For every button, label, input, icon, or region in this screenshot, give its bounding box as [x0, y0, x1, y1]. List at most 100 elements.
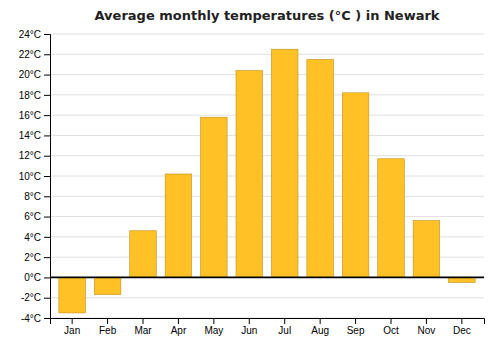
bar — [59, 277, 86, 313]
tick-label: Aug — [311, 325, 329, 336]
tick-mark — [44, 54, 50, 55]
tick: Aug — [311, 318, 329, 336]
tick-label: 18°C — [19, 90, 41, 101]
tick: -4°C — [21, 313, 50, 324]
bar — [378, 159, 405, 278]
tick-label: 4°C — [24, 232, 41, 243]
tick-mark — [44, 176, 50, 177]
tick: 20°C — [19, 69, 50, 80]
x-axis: Jan Feb Mar Apr May Jun Jul Aug Sep Oct Nov Dec — [51, 318, 485, 336]
tick: 18°C — [19, 90, 50, 101]
tick-mark — [72, 318, 73, 324]
bar — [130, 231, 157, 278]
tick: Dec — [453, 318, 471, 336]
grid-line — [50, 176, 484, 177]
tick-mark — [44, 298, 50, 299]
grid-line — [50, 94, 484, 95]
grid-line — [50, 297, 484, 298]
tick-mark — [391, 318, 392, 324]
tick-label: Oct — [383, 325, 399, 336]
grid-line — [50, 115, 484, 116]
tick-mark — [284, 318, 285, 324]
tick-mark — [44, 34, 50, 35]
tick-label: Nov — [418, 325, 436, 336]
axis-line — [51, 319, 485, 325]
bar — [165, 174, 192, 277]
grid-line — [50, 277, 484, 278]
tick: 14°C — [19, 130, 50, 141]
tick: Jul — [278, 318, 291, 336]
tick-label: Sep — [347, 325, 365, 336]
tick: 22°C — [19, 49, 50, 60]
tick-label: Jun — [241, 325, 257, 336]
tick-mark — [355, 318, 356, 324]
tick-mark — [44, 196, 50, 197]
tick-label: Dec — [453, 325, 471, 336]
grid-line — [50, 196, 484, 197]
tick-mark — [44, 217, 50, 218]
tick: 16°C — [19, 110, 50, 121]
zero-line — [50, 277, 484, 279]
tick: 6°C — [24, 211, 50, 222]
tick-mark — [44, 75, 50, 76]
tick: 10°C — [19, 171, 50, 182]
tick-mark — [44, 156, 50, 157]
tick-label: 2°C — [24, 252, 41, 263]
tick-mark — [320, 318, 321, 324]
tick-label: 6°C — [24, 211, 41, 222]
tick-label: 22°C — [19, 49, 41, 60]
grid-line — [50, 216, 484, 217]
plot: -4°C -2°C 0°C 2°C 4°C 6°C 8°C 10°C 12°C 14°C 16°C 1… — [19, 29, 485, 336]
tick-mark — [143, 318, 144, 324]
bar — [271, 49, 298, 277]
tick: 2°C — [24, 252, 50, 263]
tick-label: Jan — [64, 325, 80, 336]
tick-mark — [249, 318, 250, 324]
tick: 4°C — [24, 232, 50, 243]
grid — [50, 34, 484, 318]
tick-mark — [107, 318, 108, 324]
title: Average monthly temperatures (°C ) in Ne… — [95, 8, 440, 23]
tick-mark — [461, 318, 462, 324]
tick: 12°C — [19, 150, 50, 161]
bars — [50, 49, 484, 313]
bar — [236, 71, 263, 278]
tick-mark — [213, 318, 214, 324]
tick: May — [204, 318, 223, 336]
bar — [94, 277, 121, 294]
tick: 0°C — [24, 272, 50, 283]
tick-mark — [44, 115, 50, 116]
tick-mark — [178, 318, 179, 324]
tick: Apr — [171, 318, 187, 336]
tick-label: 12°C — [19, 150, 41, 161]
tick: Nov — [418, 318, 436, 336]
tick: Oct — [383, 318, 399, 336]
y-axis: -4°C -2°C 0°C 2°C 4°C 6°C 8°C 10°C 12°C 14°C 16°C 1… — [19, 29, 51, 324]
tick-label: Feb — [99, 325, 117, 336]
axis-line — [44, 35, 51, 319]
grid-line — [50, 135, 484, 136]
tick-label: Jul — [278, 325, 291, 336]
tick-mark — [44, 318, 50, 319]
tick: 8°C — [24, 191, 50, 202]
tick-label: Mar — [134, 325, 152, 336]
tick-label: 14°C — [19, 130, 41, 141]
tick-label: -4°C — [21, 313, 41, 324]
grid-line — [50, 54, 484, 55]
tick: Jan — [64, 318, 80, 336]
tick-mark — [44, 257, 50, 258]
tick-mark — [44, 95, 50, 96]
tick-mark — [44, 277, 50, 278]
tick-mark — [426, 318, 427, 324]
tick: 24°C — [19, 29, 50, 40]
tick-label: -2°C — [21, 292, 41, 303]
tick-label: May — [204, 325, 223, 336]
tick-mark — [44, 135, 50, 136]
tick-label: 20°C — [19, 69, 41, 80]
tick: Sep — [347, 318, 365, 336]
tick-label: 10°C — [19, 171, 41, 182]
tick: Jun — [241, 318, 257, 336]
bar — [413, 221, 440, 278]
grid-line — [50, 34, 484, 35]
tick-label: 16°C — [19, 110, 41, 121]
